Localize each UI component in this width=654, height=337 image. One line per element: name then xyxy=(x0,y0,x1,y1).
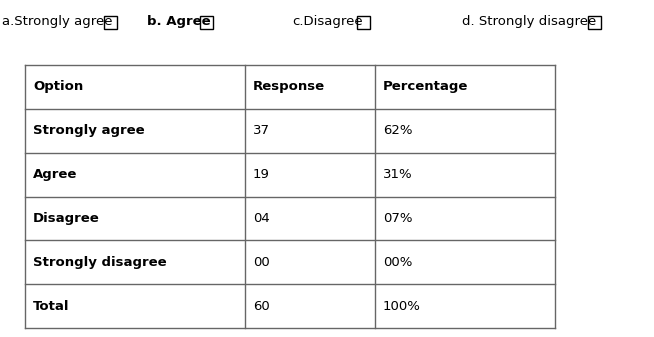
Text: 00%: 00% xyxy=(383,256,412,269)
Text: Strongly agree: Strongly agree xyxy=(33,124,145,137)
Bar xyxy=(357,16,370,29)
Text: a.Strongly agree: a.Strongly agree xyxy=(2,16,112,29)
Text: 00: 00 xyxy=(253,256,269,269)
Text: d. Strongly disagree: d. Strongly disagree xyxy=(462,16,596,29)
Text: c.Disagree: c.Disagree xyxy=(292,16,362,29)
Text: 07%: 07% xyxy=(383,212,412,225)
Text: Response: Response xyxy=(253,81,325,93)
Text: 37: 37 xyxy=(253,124,270,137)
Text: Percentage: Percentage xyxy=(383,81,468,93)
Text: 31%: 31% xyxy=(383,168,413,181)
Text: 62%: 62% xyxy=(383,124,412,137)
Text: Option: Option xyxy=(33,81,83,93)
Text: 60: 60 xyxy=(253,300,269,313)
Text: Total: Total xyxy=(33,300,69,313)
Bar xyxy=(588,16,601,29)
Text: 100%: 100% xyxy=(383,300,421,313)
Bar xyxy=(25,65,555,328)
Text: 04: 04 xyxy=(253,212,269,225)
Text: Strongly disagree: Strongly disagree xyxy=(33,256,167,269)
Bar xyxy=(103,16,116,29)
Text: Agree: Agree xyxy=(33,168,77,181)
Text: Disagree: Disagree xyxy=(33,212,100,225)
Text: 19: 19 xyxy=(253,168,270,181)
Bar xyxy=(200,16,213,29)
Text: b. Agree: b. Agree xyxy=(147,16,211,29)
